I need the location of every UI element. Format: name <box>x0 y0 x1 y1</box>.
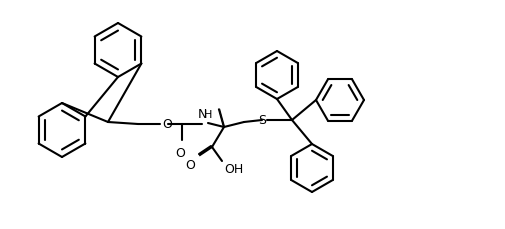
Text: OH: OH <box>224 163 243 176</box>
Text: O: O <box>185 159 195 172</box>
Text: O: O <box>162 117 172 131</box>
Text: H: H <box>204 110 213 120</box>
Text: N: N <box>197 108 207 121</box>
Text: O: O <box>175 147 185 160</box>
Text: S: S <box>258 114 266 126</box>
